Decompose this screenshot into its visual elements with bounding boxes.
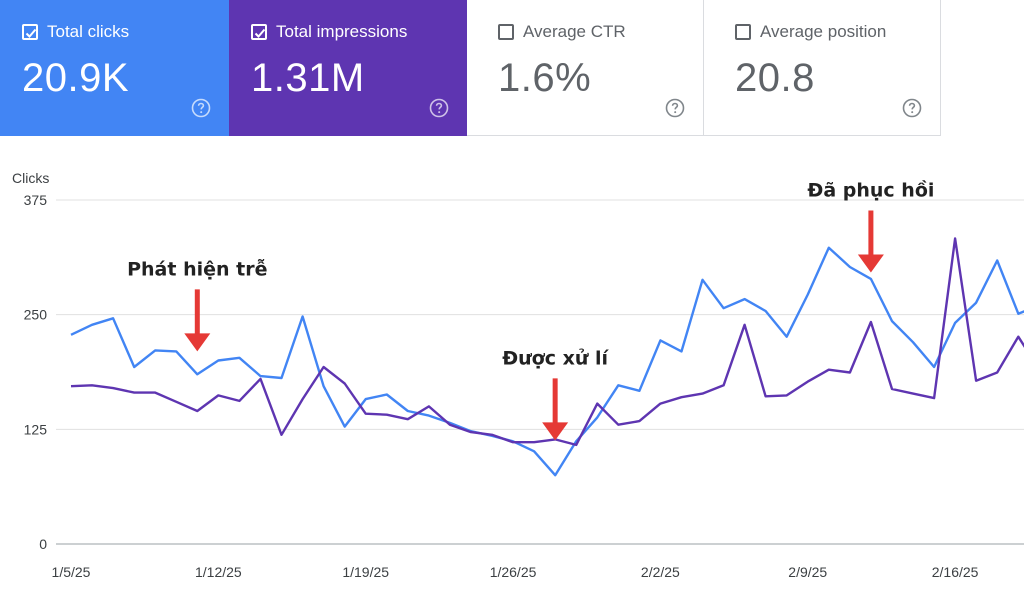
card-value: 20.8 [735, 56, 815, 100]
y-tick-label: 125 [24, 421, 48, 437]
checkbox-unchecked-icon[interactable] [735, 24, 751, 40]
average-ctr-card[interactable]: Average CTR 1.6% [467, 0, 704, 136]
x-tick-label: 2/16/25 [932, 564, 979, 580]
checkbox-unchecked-icon[interactable] [498, 24, 514, 40]
annotation-arrowhead [857, 254, 884, 273]
annotation-label: Đã phục hồi [807, 178, 934, 201]
average-position-card[interactable]: Average position 20.8 [704, 0, 941, 136]
card-label: Total clicks [47, 22, 130, 41]
card-header: Average CTR [498, 22, 626, 42]
total-clicks-card[interactable]: Total clicks 20.9K [0, 0, 229, 136]
checkbox-checked-icon[interactable] [22, 24, 38, 40]
x-tick-label: 1/19/25 [342, 564, 389, 580]
annotation-arrowhead [184, 333, 211, 352]
card-header: Total impressions [251, 22, 407, 42]
x-tick-label: 1/26/25 [490, 564, 537, 580]
card-header: Average position [735, 22, 886, 42]
x-tick-label: 2/2/25 [641, 564, 680, 580]
card-value: 1.6% [498, 56, 592, 100]
y-tick-label: 0 [39, 536, 47, 552]
x-tick-label: 1/12/25 [195, 564, 242, 580]
y-tick-label: 250 [24, 307, 48, 323]
metric-cards: Total clicks 20.9K Total impressions 1.3… [0, 0, 942, 136]
clicks-impressions-line-chart: Clicks 0 125 250 375 1/5/25 1/12/25 1/19/25 1/26… [12, 170, 1024, 580]
annotation-label: Phát hiện trễ [127, 256, 267, 280]
card-value: 1.31M [251, 56, 365, 100]
help-circle-icon[interactable] [665, 98, 685, 118]
help-circle-icon[interactable] [902, 98, 922, 118]
card-label: Total impressions [276, 22, 408, 41]
card-label: Average CTR [523, 22, 626, 41]
help-circle-icon[interactable] [191, 98, 211, 118]
checkbox-checked-icon[interactable] [251, 24, 267, 40]
clicks-series-line [70, 246, 1024, 477]
card-header: Total clicks [22, 22, 129, 42]
x-tick-label: 2/9/25 [788, 564, 827, 580]
y-tick-label: 375 [24, 192, 48, 208]
annotation-arrowhead [542, 422, 569, 441]
y-axis-label: Clicks [12, 170, 49, 186]
card-value: 20.9K [22, 56, 130, 100]
card-label: Average position [760, 22, 887, 41]
x-tick-label: 1/5/25 [52, 564, 91, 580]
help-circle-icon[interactable] [429, 98, 449, 118]
annotation-label: Được xử lí [502, 347, 609, 369]
total-impressions-card[interactable]: Total impressions 1.31M [229, 0, 467, 136]
